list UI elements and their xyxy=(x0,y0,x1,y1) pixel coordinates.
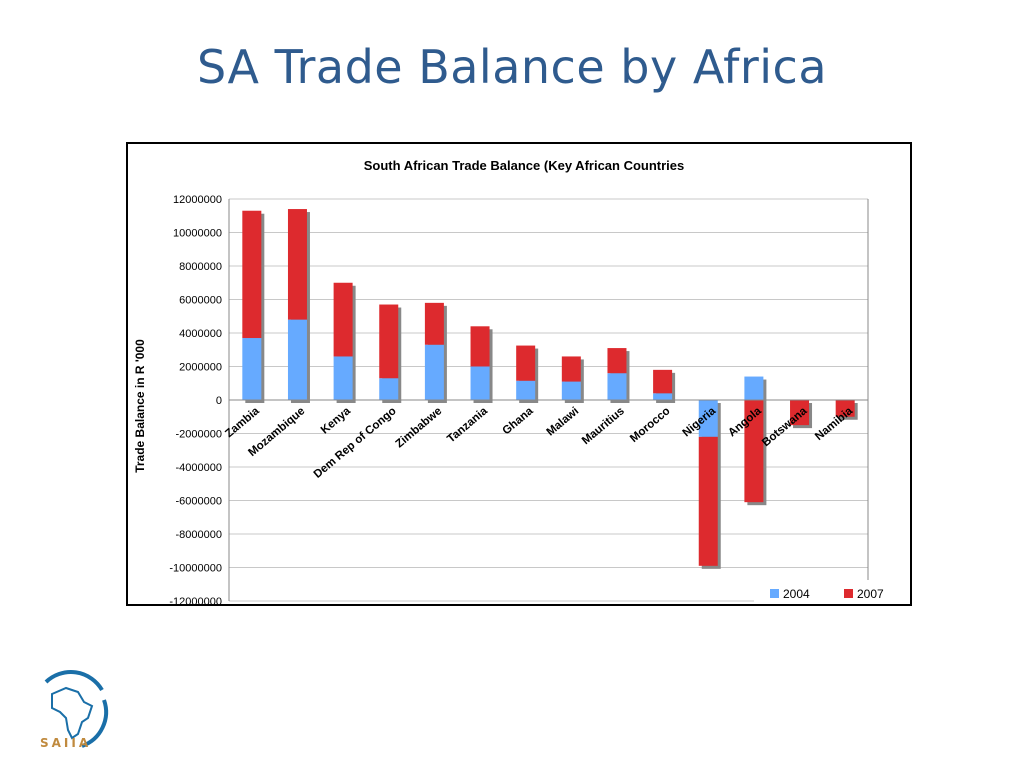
bar-2004 xyxy=(744,376,764,400)
bar-2004 xyxy=(424,344,444,400)
y-tick-label: 8000000 xyxy=(179,261,222,273)
bar-2004 xyxy=(516,380,536,400)
bar-2004 xyxy=(698,400,718,437)
y-tick-label: 12000000 xyxy=(173,194,222,206)
bar-2004 xyxy=(561,381,581,400)
bar-2007 xyxy=(470,326,490,367)
bar-2004 xyxy=(333,356,353,400)
bar-2004 xyxy=(379,378,399,400)
y-tick-label: -8000000 xyxy=(176,529,223,541)
legend-background xyxy=(754,580,910,604)
bar-2007 xyxy=(744,400,764,503)
slide-title: SA Trade Balance by Africa xyxy=(196,40,828,94)
legend: 2004 2007 xyxy=(754,580,910,604)
x-tick-label: Kenya xyxy=(319,405,354,437)
africa-icon xyxy=(51,686,94,740)
x-tick-label: Mauritius xyxy=(580,405,627,447)
bars xyxy=(229,209,868,569)
y-tick-label: 6000000 xyxy=(179,295,222,307)
bar-2004 xyxy=(242,338,262,400)
chart-frame: South African Trade Balance (Key African… xyxy=(126,142,912,606)
bar-2007 xyxy=(653,369,673,394)
y-tick-label: -10000000 xyxy=(169,563,222,575)
chart-title: South African Trade Balance (Key African… xyxy=(364,158,685,173)
y-tick-label: -2000000 xyxy=(176,429,223,441)
legend-label-2007: 2007 xyxy=(857,587,884,601)
y-axis-label: Trade Balance in R '000 xyxy=(133,339,147,473)
x-tick-label: Namibia xyxy=(813,405,855,443)
bar-2004 xyxy=(607,373,627,400)
logo-ring xyxy=(44,670,104,692)
x-tick-label: Tanzania xyxy=(445,405,490,446)
bar-2004 xyxy=(470,366,490,400)
y-tick-label: 4000000 xyxy=(179,328,222,340)
x-tick-label: Zimbabwe xyxy=(394,405,445,450)
bar-2007 xyxy=(698,436,718,566)
x-tick-label: Dem Rep of Congo xyxy=(312,405,399,481)
logo-ring-lower xyxy=(81,699,109,748)
y-tick-label: -12000000 xyxy=(169,596,222,604)
y-tick-label: 2000000 xyxy=(179,362,222,374)
legend-swatch-2007 xyxy=(844,589,853,598)
legend-swatch-2004 xyxy=(770,589,779,598)
bar-2007 xyxy=(835,400,855,417)
logo-text: SAIIA xyxy=(40,736,92,750)
y-tick-labels: 12000000 10000000 8000000 6000000 4000000 200… xyxy=(169,194,222,604)
saiia-logo xyxy=(44,670,109,748)
bar-2007 xyxy=(379,304,399,379)
bar-2007 xyxy=(333,282,353,357)
bar-2007 xyxy=(287,209,307,320)
bar-2004 xyxy=(653,393,673,400)
y-tick-label: 0 xyxy=(216,395,222,407)
bar-2004 xyxy=(287,319,307,400)
legend-label-2004: 2004 xyxy=(783,587,810,601)
bar-2007 xyxy=(607,348,627,374)
bar-2007 xyxy=(790,400,810,426)
bar-2007 xyxy=(242,210,262,339)
bar-2007 xyxy=(516,345,536,381)
bar-2007 xyxy=(561,356,581,382)
y-tick-label: -4000000 xyxy=(176,462,223,474)
x-tick-label: Ghana xyxy=(500,405,536,438)
y-tick-label: -6000000 xyxy=(176,496,223,508)
bar-2007 xyxy=(424,302,444,345)
y-tick-label: 10000000 xyxy=(173,228,222,240)
x-tick-label: Morocco xyxy=(628,405,672,445)
stacked-bar-chart: South African Trade Balance (Key African… xyxy=(133,158,910,604)
